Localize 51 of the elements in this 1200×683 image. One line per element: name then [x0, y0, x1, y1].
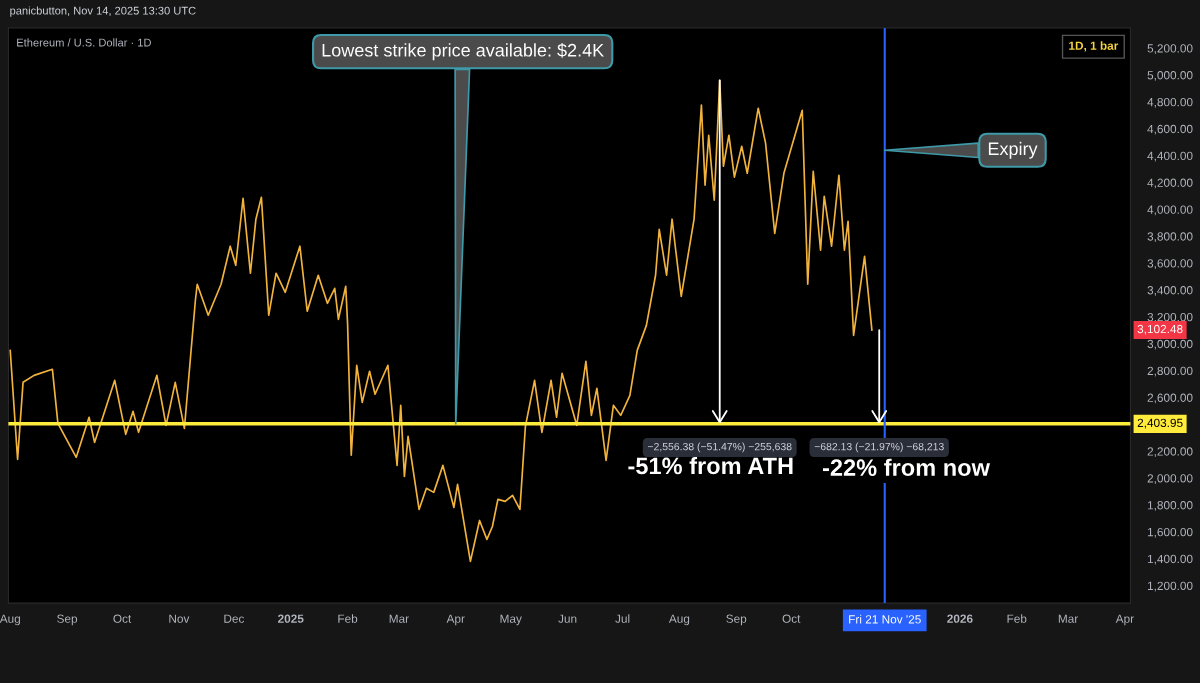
x-tick-label: May: [500, 614, 522, 626]
y-tick-label: 2,200.00: [1147, 447, 1193, 458]
x-tick-label: Feb: [338, 614, 358, 623]
chart-subtitle: panicbutton, Nov 14, 2025 13:30 UTC: [10, 6, 196, 17]
x-tick-label: Aug: [668, 614, 690, 626]
x-tick-label: Oct: [113, 614, 132, 623]
x-tick-label: Feb: [1007, 614, 1027, 623]
x-tick-label: 2026: [947, 614, 973, 623]
text: Ethereum / U.S. Dollar · 1D: [17, 38, 151, 47]
annotation: −682.13 (−21.97%) −68,213: [814, 442, 944, 453]
y-tick-label: 5,000.00: [1147, 71, 1193, 81]
y-tick-label: 1,800.00: [1147, 501, 1193, 511]
x-tick-label: Oct: [782, 614, 801, 623]
y-tick-label: 3,200.00: [1147, 312, 1193, 323]
y-tick-label: 4,200.00: [1147, 178, 1193, 189]
y-tick-label: 4,400.00: [1147, 151, 1193, 162]
x-tick-label: Mar: [1058, 614, 1079, 623]
annotation: Lowest strike price available: $2.4K: [322, 43, 604, 61]
y-tick-label: 4,000.00: [1147, 205, 1193, 216]
x-tick-label: Aug: [0, 614, 20, 626]
x-tick-label: Jul: [615, 614, 630, 623]
annotation: −2,556.38 (−51.47%) −255,638: [648, 442, 792, 453]
y-tick-label: 3,400.00: [1147, 286, 1193, 296]
ref-line-label: 2,403.95: [1137, 418, 1183, 429]
y-tick-label: 1,600.00: [1147, 527, 1193, 538]
y-tick-label: 3,800.00: [1147, 232, 1193, 243]
x-tick-label: Mar: [389, 614, 409, 623]
y-tick-label: 1,200.00: [1147, 581, 1193, 592]
y-tick-label: 2,800.00: [1147, 366, 1193, 377]
y-tick-label: 2,000.00: [1147, 474, 1193, 484]
y-tick-label: 3,600.00: [1147, 259, 1193, 269]
y-tick-label: 4,600.00: [1147, 124, 1193, 135]
x-tick-label: Nov: [169, 614, 190, 623]
y-tick-label: 3,000.00: [1147, 339, 1193, 350]
x-tick-label: Sep: [726, 614, 747, 626]
y-tick-label: 2,600.00: [1147, 393, 1193, 404]
x-tick-label: Apr: [446, 614, 465, 626]
y-tick-label: 4,800.00: [1147, 97, 1193, 108]
y-tick-label: 1,400.00: [1147, 554, 1193, 565]
x-tick-label: Jun: [558, 614, 577, 623]
annotation: -51% from ATH: [628, 456, 793, 475]
x-tick-label: Dec: [224, 614, 245, 623]
annotation: -22% from now: [822, 458, 991, 477]
y-tick-label: 5,200.00: [1147, 44, 1193, 54]
annotation: 1D, 1 bar: [1069, 41, 1119, 52]
annotation: Expiry: [988, 141, 1038, 159]
text: 3,102.48: [1137, 324, 1183, 335]
x-tick-label: 2025: [278, 614, 304, 623]
x-tick-label: Apr: [1115, 614, 1134, 626]
x-tick-label: Sep: [57, 614, 78, 626]
ref-line-label: Fri 21 Nov '25: [849, 614, 921, 624]
